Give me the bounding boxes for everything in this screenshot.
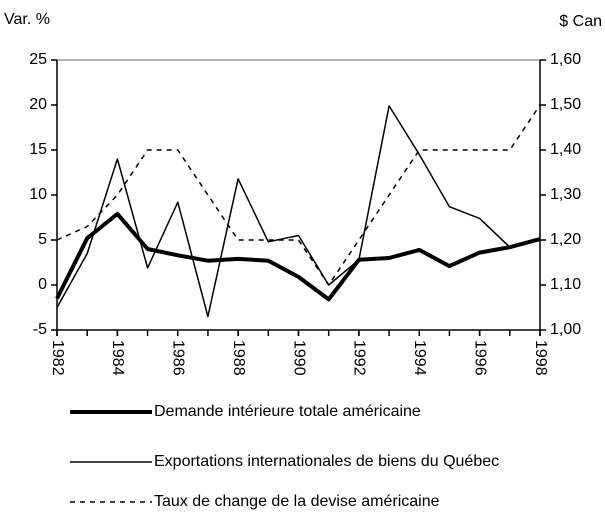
legend-label: Taux de change de la devise américaine bbox=[154, 493, 440, 510]
y-tick-label: 0 bbox=[38, 276, 47, 293]
x-tick-label: 1982 bbox=[49, 340, 66, 376]
y2-tick-label: 1,20 bbox=[550, 231, 581, 248]
y2-axis-title: $ Can bbox=[559, 13, 602, 30]
y2-tick-label: 1,00 bbox=[550, 321, 581, 338]
y2-tick-label: 1,40 bbox=[550, 141, 581, 158]
x-tick-label: 1988 bbox=[230, 340, 247, 376]
y-tick-label: 5 bbox=[38, 231, 47, 248]
x-tick-label: 1986 bbox=[170, 340, 187, 376]
y2-tick-label: 1,30 bbox=[550, 186, 581, 203]
x-tick-label: 1994 bbox=[411, 340, 428, 376]
legend-label: Demande intérieure totale américaine bbox=[154, 403, 421, 420]
y-tick-label: -5 bbox=[33, 321, 47, 338]
y-tick-label: 10 bbox=[29, 186, 47, 203]
y-tick-label: 15 bbox=[29, 141, 47, 158]
y2-tick-label: 1,60 bbox=[550, 51, 581, 68]
series-line bbox=[55, 211, 541, 302]
y2-tick-label: 1,50 bbox=[550, 96, 581, 113]
x-tick-label: 1998 bbox=[532, 340, 549, 376]
x-tick-label: 1990 bbox=[290, 340, 307, 376]
x-tick-label: 1996 bbox=[471, 340, 488, 376]
y-tick-label: 20 bbox=[29, 96, 47, 113]
y2-tick-label: 1,10 bbox=[550, 276, 581, 293]
legend-label: Exportations internationales de biens du… bbox=[154, 453, 500, 470]
y-tick-label: 25 bbox=[29, 51, 47, 68]
y-axis-title: Var. % bbox=[4, 11, 50, 28]
series-line bbox=[56, 105, 541, 318]
series-line bbox=[56, 104, 541, 286]
x-tick-label: 1984 bbox=[109, 340, 126, 376]
x-tick-label: 1992 bbox=[351, 340, 368, 376]
